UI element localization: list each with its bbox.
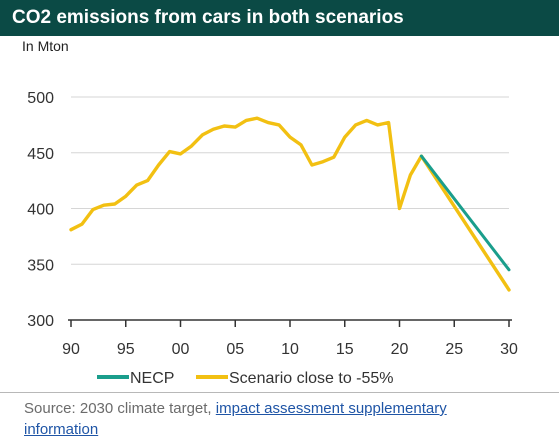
x-tick-label-1990: 90 (62, 341, 80, 358)
legend-label-necp: NECP (130, 370, 174, 387)
y-tick-label-300: 300 (27, 313, 54, 330)
x-tick-label-2005: 05 (226, 341, 244, 358)
x-tick-label-2000: 00 (172, 341, 190, 358)
x-tick-label-2015: 15 (336, 341, 354, 358)
legend-label-scenario-55: Scenario close to -55% (229, 370, 394, 387)
x-tick-label-2020: 20 (391, 341, 409, 358)
line-chart: 300 350 400 450 500 90 95 00 05 10 15 20 25 30 NECP Sce… (27, 90, 518, 387)
y-axis-unit-label: In Mton (22, 38, 69, 54)
y-tick-label-450: 450 (27, 146, 54, 163)
series-line-necp (419, 154, 511, 272)
x-tick-label-2030: 30 (500, 341, 518, 358)
source-prefix: Source: 2030 climate target, (24, 400, 216, 417)
source-link[interactable]: impact assessment supplementary informat… (24, 400, 447, 438)
source-divider (0, 392, 559, 393)
x-tick-label-1995: 95 (117, 341, 135, 358)
series-line-scenario-55 (69, 116, 511, 292)
y-tick-label-350: 350 (27, 257, 54, 274)
y-tick-label-500: 500 (27, 90, 54, 107)
y-tick-label-400: 400 (27, 202, 54, 219)
source-note: Source: 2030 climate target, impact asse… (24, 398, 524, 440)
x-tick-label-2010: 10 (281, 341, 299, 358)
x-tick-label-2025: 25 (445, 341, 463, 358)
chart-title: CO2 emissions from cars in both scenario… (0, 0, 559, 36)
